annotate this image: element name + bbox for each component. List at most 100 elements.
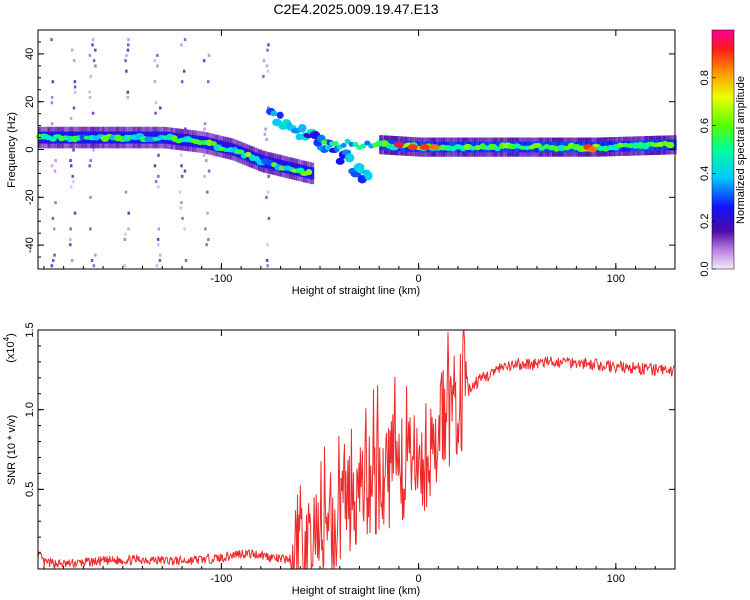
heatmap-transition-cell	[320, 139, 327, 145]
snr-panel: -100 0 100 0.5 1.0 1.5 (x104) Height of strai…	[2, 322, 676, 597]
heatmap-noise-cell	[267, 174, 270, 178]
heatmap-noise-cell	[127, 43, 130, 47]
heatmap-noise-cell	[262, 59, 266, 63]
heatmap-noise-cell	[89, 159, 92, 163]
heatmap-noise-cell	[267, 106, 270, 110]
heatmap-noise-cell	[154, 101, 158, 105]
heatmap-noise-cell	[51, 80, 55, 84]
heatmap-y-axis-label: Frequency (Hz)	[6, 112, 18, 188]
heatmap-noise-cell	[126, 48, 130, 52]
heatmap-noise-cell	[69, 159, 72, 163]
snr-x-tick-label: 100	[607, 573, 625, 585]
heatmap-noise-cell	[88, 53, 92, 57]
heatmap-noise-cell	[50, 95, 54, 99]
heatmap-noise-cell	[206, 211, 209, 215]
heatmap-noise-cell	[180, 201, 183, 205]
heatmap-ticks: -100 0 100 -40 -20 0 20 40	[24, 29, 676, 285]
heatmap-transition-cell	[352, 142, 359, 148]
heatmap-noise-cell	[92, 264, 96, 268]
colorbar-tick-label: 0.8	[699, 70, 711, 85]
heatmap-noise-cell	[264, 127, 267, 131]
heatmap-noise-cell	[89, 74, 92, 78]
heatmap-noise-cell	[69, 164, 73, 168]
heatmap-noise-cell	[267, 216, 271, 220]
heatmap-noise-cell	[70, 258, 74, 262]
heatmap-noise-cell	[51, 258, 55, 262]
heatmap-branch-cell	[270, 110, 278, 117]
heatmap-main-band	[224, 141, 229, 154]
heatmap-noise-cell	[180, 174, 184, 178]
heatmap-noise-cell	[159, 106, 162, 110]
heatmap-flat-ridge-cell	[665, 141, 675, 149]
heatmap-marks	[36, 38, 677, 268]
heatmap-noise-cell	[156, 53, 159, 57]
heatmap-noise-cell	[179, 206, 182, 210]
heatmap-noise-cell	[154, 111, 157, 115]
snr-multiplier-close: )	[5, 333, 17, 337]
heatmap-x-axis-label: Height of straight line (km)	[292, 285, 420, 297]
heatmap-x-tick-label: 100	[607, 273, 625, 285]
heatmap-noise-cell	[53, 253, 56, 257]
snr-y-axis-label: SNR (10 * v/v)	[6, 415, 18, 485]
heatmap-noise-cell	[183, 169, 187, 173]
heatmap-noise-cell	[265, 64, 269, 68]
heatmap-x-tick-label: -100	[210, 273, 232, 285]
heatmap-noise-cell	[156, 185, 160, 189]
snr-ticks: -100 0 100 0.5 1.0 1.5	[24, 322, 676, 585]
heatmap-noise-cell	[180, 43, 183, 47]
heatmap-flat-ridge-cell	[474, 144, 482, 151]
heatmap-noise-cell	[71, 174, 74, 178]
heatmap-hotspot	[407, 144, 418, 151]
snr-y-tick-label: 1.0	[24, 402, 36, 417]
heatmap-flat-ridge-cell	[494, 146, 501, 152]
heatmap-main-band	[310, 167, 315, 180]
heatmap-noise-cell	[89, 227, 92, 231]
heatmap-panel: -100 0 100 -40 -20 0 20 40 Height of straight l…	[6, 29, 677, 297]
heatmap-noise-cell	[207, 237, 210, 241]
heatmap-noise-cell	[70, 48, 74, 52]
heatmap-noise-cell	[265, 258, 269, 262]
heatmap-noise-cell	[72, 59, 76, 63]
heatmap-noise-cell	[157, 153, 160, 157]
heatmap-noise-cell	[125, 69, 128, 73]
heatmap-main-ridge-cell	[234, 149, 245, 155]
heatmap-noise-cell	[50, 38, 53, 42]
heatmap-noise-cell	[125, 53, 128, 57]
heatmap-flat-ridge-cell	[444, 144, 452, 151]
heatmap-noise-cell	[90, 258, 94, 262]
colorbar-tick-label: 0.4	[699, 166, 711, 181]
heatmap-noise-cell	[94, 48, 97, 52]
heatmap-noise-cell	[153, 164, 157, 168]
heatmap-branch-cell	[350, 171, 362, 178]
heatmap-noise-cell	[182, 69, 186, 73]
heatmap-noise-cell	[73, 80, 77, 84]
snr-multiplier-exp: 4	[2, 336, 11, 341]
heatmap-noise-cell	[181, 216, 184, 220]
figure-title: C2E4.2025.009.19.47.E13	[273, 1, 438, 17]
heatmap-noise-cell	[180, 80, 184, 84]
heatmap-noise-cell	[73, 85, 77, 89]
snr-x-tick-label: 0	[416, 573, 422, 585]
heatmap-noise-cell	[184, 258, 188, 262]
colorbar: 0.0 0.2 0.4 0.6 0.8 Normalized spectral ampl…	[699, 29, 747, 277]
heatmap-noise-cell	[157, 243, 160, 247]
heatmap-noise-cell	[50, 164, 54, 168]
snr-frame[interactable]	[37, 329, 676, 570]
heatmap-noise-cell	[124, 232, 127, 236]
snr-x-tick-label: -100	[210, 573, 232, 585]
heatmap-noise-cell	[73, 211, 77, 215]
heatmap-branch-cell	[344, 153, 355, 163]
heatmap-noise-cell	[72, 148, 75, 152]
heatmap-noise-cell	[92, 148, 95, 152]
colorbar-gradient[interactable]	[711, 29, 735, 270]
heatmap-noise-cell	[72, 106, 76, 110]
snr-series-line	[37, 329, 675, 570]
heatmap-noise-cell	[157, 227, 161, 231]
colorbar-label: Normalized spectral amplitude	[735, 76, 747, 224]
colorbar-tick-label: 0.6	[699, 118, 711, 133]
heatmap-noise-cell	[202, 153, 206, 157]
colorbar-tick-label: 0.2	[699, 214, 711, 229]
heatmap-branch-cell	[335, 157, 345, 165]
heatmap-noise-cell	[50, 122, 54, 126]
heatmap-transition-cell	[332, 141, 339, 147]
